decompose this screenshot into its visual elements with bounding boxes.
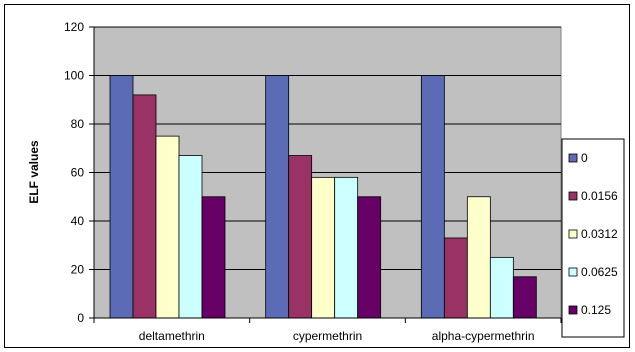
legend-label: 0 — [581, 151, 588, 165]
legend-swatch — [568, 153, 578, 163]
bar-cypermethrin-0.125 — [357, 196, 382, 319]
bar-cypermethrin-0 — [265, 75, 290, 319]
axes — [89, 26, 562, 323]
legend-swatch — [568, 305, 578, 315]
bar-cypermethrin-0.0312 — [311, 176, 336, 319]
bar-cypermethrin-0.0156 — [288, 155, 313, 319]
y-tick-label: 40 — [71, 214, 85, 228]
bar-alpha-cypermethrin-0 — [420, 75, 445, 319]
bar-deltamethrin-0.0312 — [155, 135, 180, 319]
legend-swatch — [568, 229, 578, 239]
tick-labels: 0 20 40 60 80 100 120 deltamethrin cypermethrin a… — [64, 20, 535, 343]
legend-swatch — [568, 267, 578, 277]
bar-cypermethrin-0.0625 — [334, 176, 359, 319]
legend-label: 0.0312 — [581, 227, 618, 241]
bar-deltamethrin-0.0625 — [178, 155, 203, 319]
bar-alpha-cypermethrin-0.0312 — [466, 196, 491, 319]
y-tick-label: 80 — [71, 117, 85, 131]
bar-deltamethrin-0 — [109, 75, 134, 319]
y-tick-label: 20 — [71, 263, 85, 277]
y-axis-title: ELF values — [27, 140, 41, 204]
legend-swatch — [568, 191, 578, 201]
bar-deltamethrin-0.0156 — [132, 94, 157, 319]
x-tick-label: alpha-cypermethrin — [432, 329, 535, 343]
y-tick-label: 120 — [64, 20, 84, 34]
bar-alpha-cypermethrin-0.0156 — [443, 237, 468, 319]
x-tick-label: cypermethrin — [293, 329, 362, 343]
bar-alpha-cypermethrin-0.125 — [512, 276, 537, 319]
legend-label: 0.125 — [581, 303, 611, 317]
x-tick-label: deltamethrin — [139, 329, 205, 343]
legend: 0 0.0156 0.0312 0.0625 0.125 — [561, 138, 625, 338]
legend-box — [561, 138, 625, 338]
bar-alpha-cypermethrin-0.0625 — [489, 256, 514, 319]
y-tick-label: 0 — [77, 311, 84, 325]
y-tick-label: 60 — [71, 166, 85, 180]
bars — [109, 75, 537, 319]
legend-label: 0.0625 — [581, 265, 618, 279]
y-tick-label: 100 — [64, 69, 84, 83]
legend-label: 0.0156 — [581, 189, 618, 203]
bar-deltamethrin-0.125 — [201, 196, 226, 319]
